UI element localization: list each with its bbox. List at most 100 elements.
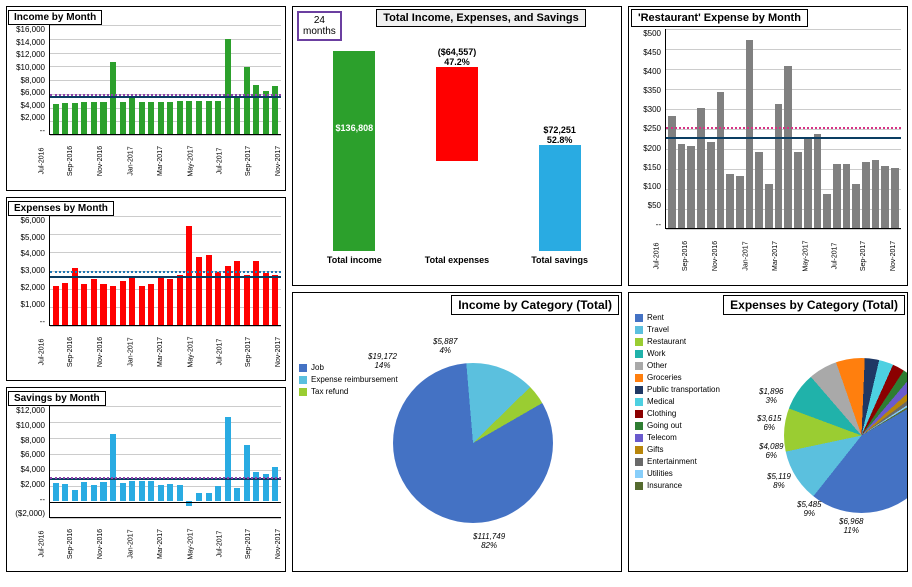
expense-pie-legend: Rent Travel Restaurant Work Other Grocer… (635, 313, 720, 493)
gridline (50, 518, 281, 519)
month-bar (129, 481, 135, 502)
legend-label: Expense reimbursement (311, 375, 398, 384)
legend-item: Telecom (635, 433, 720, 442)
month-bar (148, 102, 154, 134)
x-tick: Nov-2017 (275, 529, 286, 559)
y-tick: $16,000 (9, 25, 45, 34)
legend-swatch (635, 446, 643, 454)
month-bar (215, 101, 221, 134)
y-tick: $10,000 (9, 63, 45, 72)
legend-item: Medical (635, 397, 720, 406)
month-bar (120, 281, 126, 325)
month-bar (120, 483, 126, 501)
legend-swatch (635, 326, 643, 334)
pie-label: $5,8874% (433, 338, 457, 356)
month-bar (62, 283, 68, 325)
month-bar (263, 273, 269, 324)
legend-item: Clothing (635, 409, 720, 418)
legend-item: Restaurant (635, 337, 720, 346)
y-tick: $2,000 (9, 480, 45, 489)
month-bar (110, 434, 116, 501)
restaurant-bar (833, 164, 841, 228)
dash-line (50, 477, 281, 479)
month-bar (215, 486, 221, 501)
restaurant-bar (823, 194, 831, 228)
restaurant-bar (775, 104, 783, 228)
restaurant-bar (678, 144, 686, 228)
month-bar (139, 286, 145, 325)
panel-totals: 24 months Total Income, Expenses, and Sa… (292, 6, 622, 286)
month-bar (215, 272, 221, 325)
x-tick: Nov-2017 (275, 146, 286, 176)
y-tick: -- (9, 126, 45, 135)
month-bar (196, 257, 202, 325)
restaurant-bar (736, 176, 744, 228)
restaurant-bar (852, 184, 860, 228)
month-bar (53, 483, 59, 501)
y-tick: $2,000 (9, 283, 45, 292)
legend-label: Insurance (647, 481, 682, 490)
totals-savings-col: $72,25152.8% Total savings (525, 125, 595, 265)
zero-line (50, 502, 281, 503)
y-tick: $4,000 (9, 101, 45, 110)
restaurant-bar (804, 138, 812, 228)
month-bar (244, 67, 250, 134)
pie-label: $4,0896% (759, 443, 783, 461)
legend-swatch (635, 386, 643, 394)
month-bar (91, 485, 97, 502)
legend-item: Expense reimbursement (299, 375, 398, 384)
restaurant-bar (697, 108, 705, 228)
legend-label: Clothing (647, 409, 676, 418)
restaurant-title: 'Restaurant' Expense by Month (631, 9, 808, 27)
restaurant-bar (843, 164, 851, 228)
month-bar (53, 286, 59, 325)
restaurant-bar (765, 184, 773, 228)
restaurant-bars (665, 29, 901, 229)
x-tick: Nov-2017 (890, 241, 908, 271)
y-tick: $3,000 (9, 266, 45, 275)
legend-label: Work (647, 349, 666, 358)
month-bar (225, 266, 231, 325)
y-tick: $14,000 (9, 38, 45, 47)
month-bar (206, 101, 212, 134)
month-bar (177, 275, 183, 325)
legend-item: Entertainment (635, 457, 720, 466)
totals-savings-bar (539, 145, 581, 251)
months-badge: 24 months (297, 11, 342, 41)
panel-income-pie: Income by Category (Total) Job Expense r… (292, 292, 622, 572)
totals-expenses-value: ($64,557)47.2% (438, 47, 477, 67)
legend-swatch (635, 314, 643, 322)
pie-label: $5,4859% (797, 501, 821, 519)
gridline (50, 326, 281, 327)
month-bar (244, 275, 250, 325)
restaurant-bar (755, 152, 763, 228)
panel-savings-month: Savings by Month $12,000$10,000$8,000$6,… (6, 387, 286, 572)
totals-income-label: Total income (327, 255, 382, 265)
legend-item: Travel (635, 325, 720, 334)
income-month-y: $16,000$14,000$12,000$10,000$8,000$6,000… (9, 25, 45, 135)
legend-label: Entertainment (647, 457, 697, 466)
restaurant-bar (814, 134, 822, 228)
y-tick: $8,000 (9, 436, 45, 445)
legend-label: Restaurant (647, 337, 686, 346)
y-tick: $200 (631, 144, 661, 153)
y-tick: ($2,000) (9, 509, 45, 518)
totals-expenses-label: Total expenses (425, 255, 489, 265)
month-bar (148, 481, 154, 501)
legend-swatch (635, 362, 643, 370)
income-month-bars (49, 25, 281, 135)
restaurant-bar (794, 152, 802, 228)
expenses-month-x: Jul-2016Sep-2016Nov-2016Jan-2017Mar-2017… (49, 328, 281, 376)
month-bar (225, 39, 231, 134)
month-bar (81, 284, 87, 324)
savings-month-title: Savings by Month (8, 391, 106, 406)
legend-label: Going out (647, 421, 682, 430)
month-bar (129, 98, 135, 134)
right-column: Income by Month $16,000$14,000$12,000$10… (6, 6, 286, 572)
legend-item: Other (635, 361, 720, 370)
pie-label: $5,1198% (767, 473, 791, 491)
y-tick: $4,000 (9, 249, 45, 258)
y-tick: -- (9, 317, 45, 326)
y-tick: $250 (631, 124, 661, 133)
totals-chart: $136,808 Total income ($64,557)47.2% Tot… (303, 47, 611, 265)
